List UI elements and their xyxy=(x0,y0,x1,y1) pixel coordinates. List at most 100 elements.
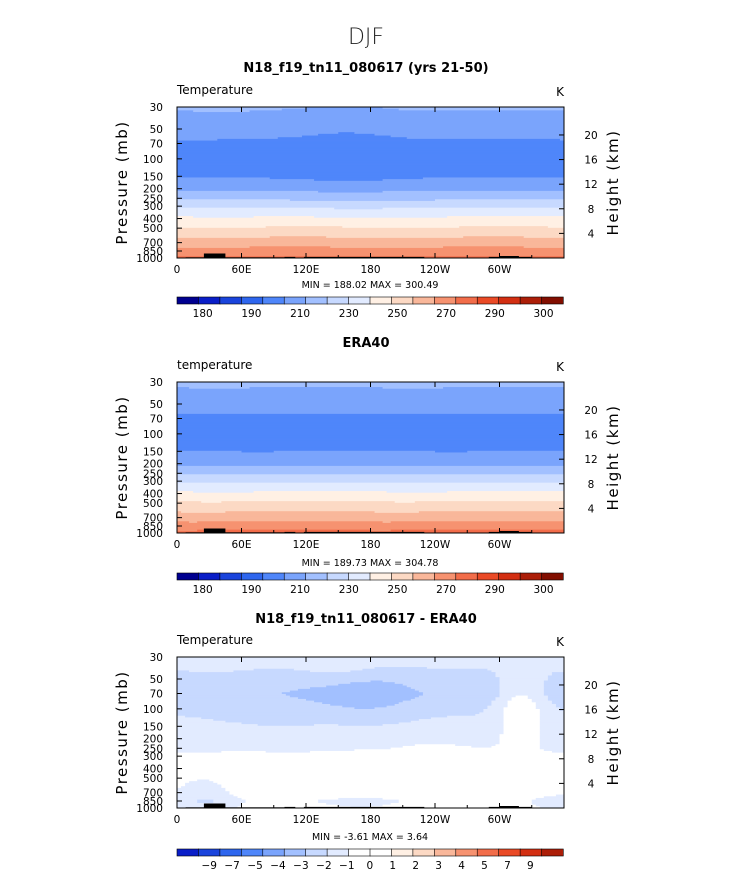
colorbar-label: 190 xyxy=(241,308,261,320)
contour-band xyxy=(491,700,508,703)
y-axis-label: Pressure (mb) xyxy=(113,120,131,244)
contour-band xyxy=(374,133,564,136)
y-tick-label: 250 xyxy=(143,193,163,205)
contour-band xyxy=(189,781,214,784)
contour-band xyxy=(499,693,545,696)
contour-band xyxy=(410,720,504,723)
contour-band xyxy=(177,734,500,737)
contour-band xyxy=(177,717,202,720)
colorbar-label: 4 xyxy=(458,860,465,872)
contour-band xyxy=(177,211,564,214)
colorbar-swatch xyxy=(305,848,328,857)
contour-band xyxy=(177,465,564,468)
contour-band xyxy=(177,455,564,458)
contour-band xyxy=(370,806,541,808)
contour-band xyxy=(402,700,492,703)
contour-band xyxy=(543,688,564,691)
contour-band xyxy=(177,133,319,136)
contour-band xyxy=(177,200,564,204)
colorbar: −9 −7 −5 −4 −3 −2 −1 0 1 2 3 4 5 7 9 xyxy=(176,848,564,872)
field-label: temperature xyxy=(177,358,252,372)
contour-band xyxy=(177,725,504,728)
contour-band xyxy=(177,454,564,457)
contour-band xyxy=(177,486,564,489)
contour-band xyxy=(177,434,564,437)
colorbar-swatch xyxy=(498,848,521,857)
contour-band xyxy=(499,734,541,737)
contour-band xyxy=(177,216,194,219)
contour-band xyxy=(177,752,564,755)
contour-band xyxy=(177,685,327,688)
contour-band xyxy=(418,511,564,514)
contour-band xyxy=(177,199,291,202)
colorbar-label: 180 xyxy=(193,584,213,596)
contour-band xyxy=(225,787,564,790)
contour-band xyxy=(495,675,549,678)
contour-band xyxy=(382,521,392,524)
contour-band xyxy=(551,702,564,705)
contour-band xyxy=(177,700,315,703)
contour-band xyxy=(499,685,545,688)
contour-band xyxy=(177,477,564,480)
contour-band xyxy=(539,715,564,718)
contour-band xyxy=(193,491,254,494)
contour-band xyxy=(499,677,549,680)
contour-band xyxy=(177,128,564,131)
contour-band xyxy=(318,801,400,804)
contour-band xyxy=(338,797,383,801)
y2-tick-label: 16 xyxy=(584,430,598,442)
contour-band xyxy=(241,797,339,801)
contour-band xyxy=(177,517,564,520)
contour-band xyxy=(217,782,564,785)
contour-band xyxy=(177,159,564,162)
contour-band xyxy=(177,423,564,427)
contour-band xyxy=(499,739,541,742)
x-tick-label: 120E xyxy=(293,539,320,551)
contour-band xyxy=(310,750,553,754)
contour-band xyxy=(314,724,339,727)
contour-band xyxy=(539,730,564,733)
contour-band xyxy=(499,737,541,740)
contour-band xyxy=(177,190,319,193)
contour-band xyxy=(547,226,564,229)
y2-tick-label: 8 xyxy=(588,754,595,766)
contour-band xyxy=(253,491,388,494)
contour-band xyxy=(177,737,500,740)
contour-band xyxy=(539,712,564,715)
contour-band xyxy=(177,425,564,428)
contour-band xyxy=(523,246,564,249)
x-tick-label: 60E xyxy=(232,264,252,276)
contour-band xyxy=(213,719,420,722)
contour-band xyxy=(177,796,238,799)
colorbar-swatch xyxy=(219,296,242,305)
contour-band xyxy=(177,390,564,393)
contour-band xyxy=(177,504,564,507)
contour-band xyxy=(177,120,564,123)
contour-band xyxy=(189,521,198,524)
contour-band xyxy=(177,427,564,430)
contour-band xyxy=(177,209,564,212)
contour-band xyxy=(551,750,564,754)
contour-band xyxy=(177,789,226,792)
colorbar-swatch xyxy=(455,572,478,581)
contour-band xyxy=(511,698,533,702)
contour-band xyxy=(491,745,541,748)
contour-band xyxy=(177,175,564,178)
colorbar-label: 290 xyxy=(485,584,505,596)
y-tick-label: 400 xyxy=(143,764,163,776)
contour-band xyxy=(414,501,564,504)
colorbar-swatch xyxy=(391,296,414,305)
y-tick-label: 500 xyxy=(143,773,163,785)
y-tick-label: 30 xyxy=(150,652,163,664)
contour-band xyxy=(507,700,533,703)
topography xyxy=(203,528,226,533)
contour-band xyxy=(245,799,319,802)
contour-band xyxy=(177,762,564,765)
contour-band xyxy=(535,707,561,710)
contour-band xyxy=(527,695,549,698)
contour-band xyxy=(177,197,564,200)
contour-band xyxy=(289,695,420,698)
contour-band xyxy=(543,690,564,693)
colorbar-swatch xyxy=(498,296,521,305)
contour-band xyxy=(177,698,307,702)
